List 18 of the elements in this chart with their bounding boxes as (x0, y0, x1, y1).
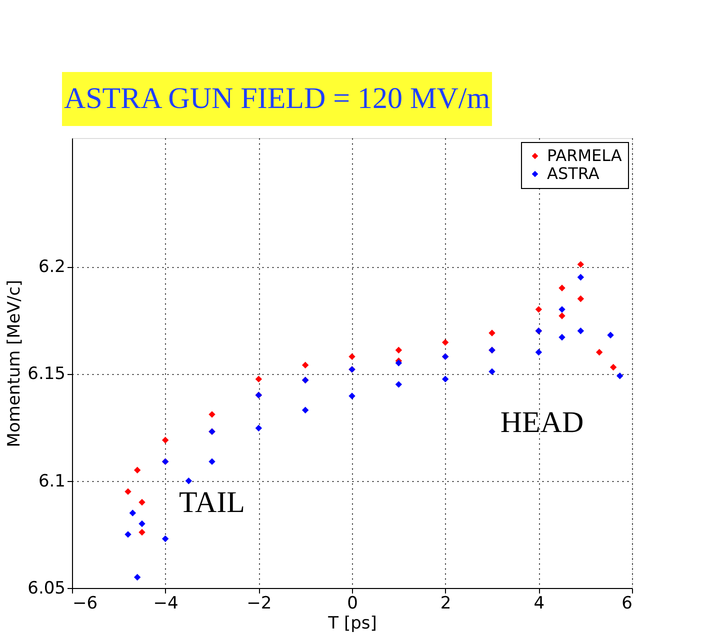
annotation: TAIL (179, 486, 245, 519)
legend-label: ASTRA (547, 164, 600, 183)
chart-title: ASTRA GUN FIELD = 120 MV/m (64, 82, 490, 115)
x-tick-label: −2 (246, 594, 272, 614)
x-tick-label: −6 (72, 594, 98, 614)
x-tick-label: 6 (622, 594, 632, 614)
y-tick-label: 6.1 (38, 471, 66, 492)
annotation: HEAD (500, 406, 584, 439)
x-tick-label: −4 (153, 594, 178, 614)
legend-label: PARMELA (547, 146, 622, 165)
x-tick-label: 0 (347, 594, 358, 614)
x-tick-label: 4 (534, 594, 545, 614)
y-axis-title: Momentum [MeV/c] (4, 280, 25, 448)
y-tick-label: 6.15 (28, 364, 66, 384)
y-tick-label: 6.2 (38, 257, 66, 278)
x-tick-label: 2 (440, 594, 452, 614)
y-tick-label: 6.05 (28, 578, 66, 598)
x-axis-title: T [ps] (327, 614, 377, 634)
